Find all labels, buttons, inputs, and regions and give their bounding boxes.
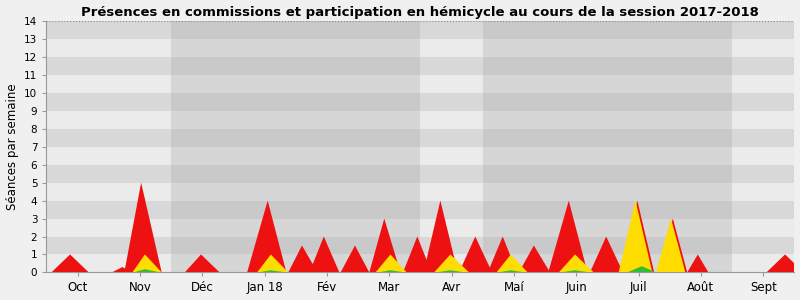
Polygon shape [124,183,162,272]
Bar [171,21,296,272]
Bar [607,21,732,272]
Bar [46,75,794,93]
Bar [482,21,607,272]
Polygon shape [590,236,623,272]
Polygon shape [423,201,458,272]
Polygon shape [656,219,686,272]
Bar [46,129,794,147]
Polygon shape [133,254,162,272]
Bar [46,183,794,201]
Polygon shape [687,254,709,272]
Y-axis label: Séances par semaine: Séances par semaine [6,83,18,210]
Polygon shape [247,201,286,272]
Polygon shape [112,267,133,272]
Polygon shape [488,236,517,272]
Polygon shape [459,236,492,272]
Polygon shape [618,201,652,272]
Polygon shape [658,219,687,272]
Bar [46,39,794,57]
Bar [46,165,794,183]
Polygon shape [519,245,550,272]
Bar [46,147,794,165]
Bar [46,201,794,219]
Polygon shape [51,254,89,272]
Polygon shape [341,245,370,272]
Polygon shape [434,254,469,272]
Polygon shape [288,245,318,272]
Polygon shape [627,266,656,272]
Polygon shape [257,254,288,272]
Title: Présences en commissions et participation en hémicycle au cours de la session 20: Présences en commissions et participatio… [82,6,759,19]
Polygon shape [310,236,339,272]
Polygon shape [497,254,528,272]
Bar [296,21,421,272]
Bar [46,219,794,236]
Polygon shape [378,270,405,272]
Polygon shape [498,270,525,272]
Bar [46,57,794,75]
Polygon shape [561,270,590,272]
Polygon shape [548,201,587,272]
Polygon shape [766,254,800,272]
Bar [46,236,794,254]
Polygon shape [258,270,286,272]
Bar [46,111,794,129]
Bar [46,21,794,39]
Polygon shape [403,236,432,272]
Polygon shape [370,219,401,272]
Polygon shape [621,201,654,272]
Polygon shape [375,254,406,272]
Polygon shape [436,270,466,272]
Bar [46,93,794,111]
Polygon shape [185,254,220,272]
Polygon shape [134,269,160,272]
Polygon shape [559,254,594,272]
Bar [46,254,794,272]
